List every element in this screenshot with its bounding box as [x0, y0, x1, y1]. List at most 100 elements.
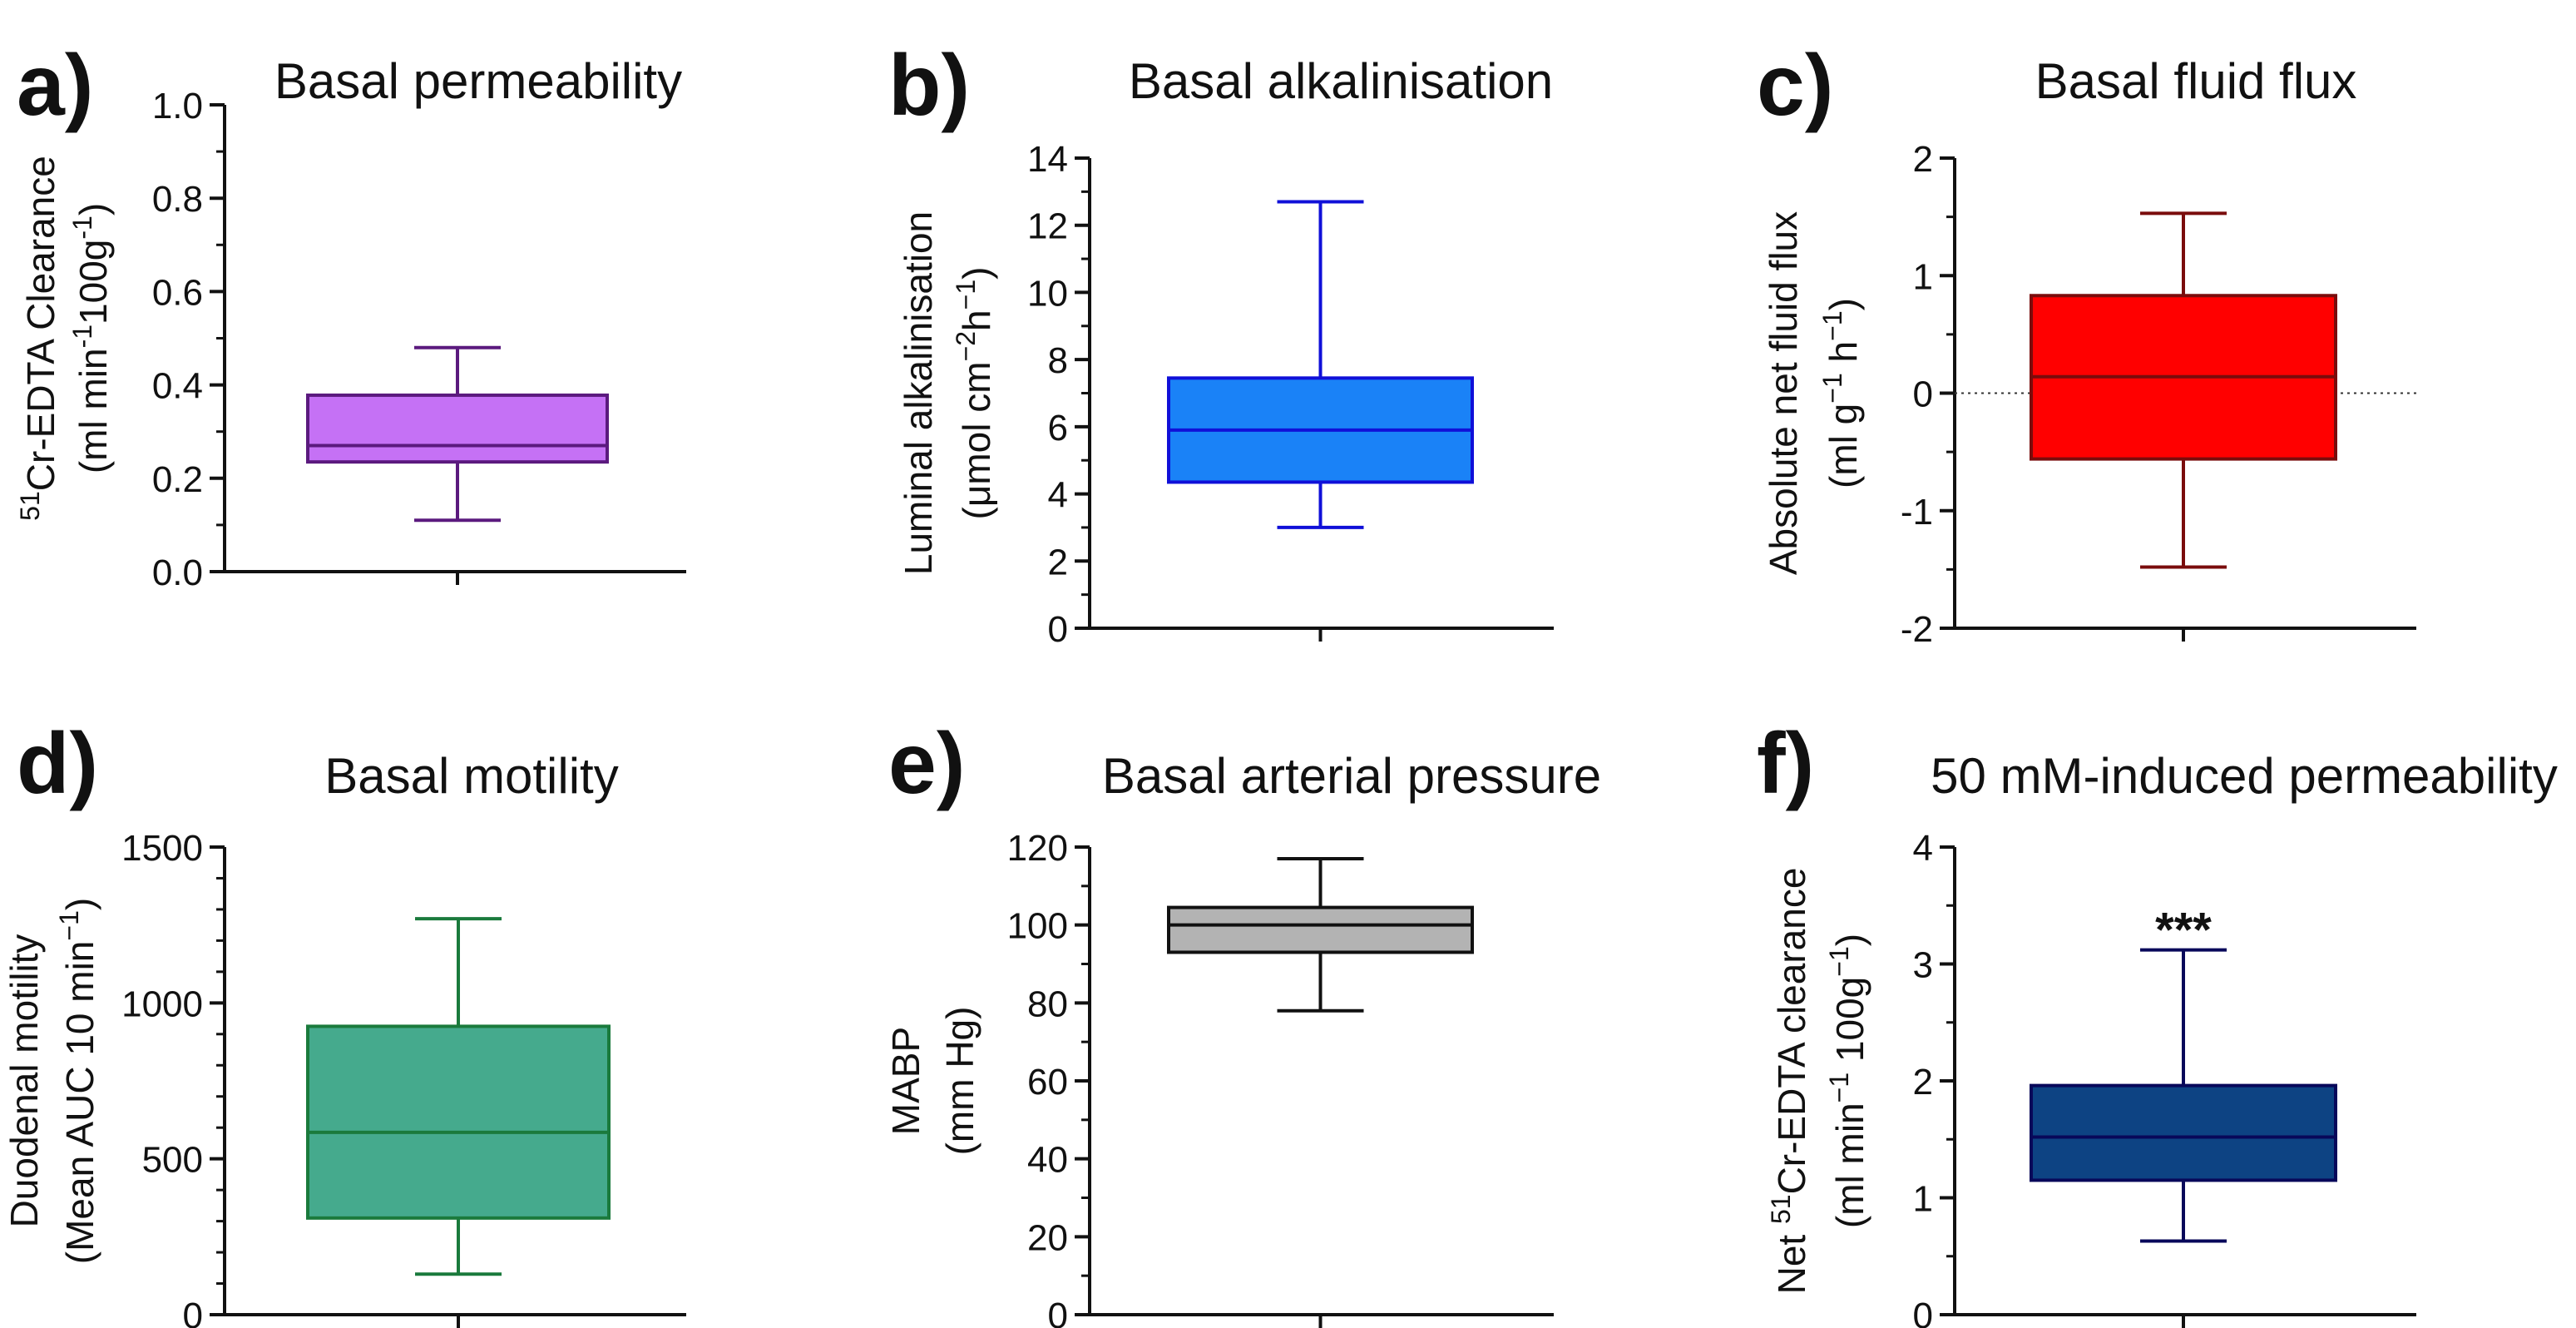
y-axis-label-text: Net [1770, 1224, 1813, 1294]
y-axis-label-line: (mm Hg) [938, 1007, 981, 1156]
y-tick-label: 0 [1048, 1296, 1068, 1328]
y-axis-label-text: ) [1828, 934, 1871, 946]
panel-label: b) [888, 37, 970, 134]
chart-panel-f: f) 50 mM-induced permeability 0 1 2 3 4 *** Net … [1757, 716, 2558, 1328]
y-axis-label-text: MABP [884, 1027, 927, 1135]
y-tick-label: 0 [1913, 1296, 1933, 1328]
y-axis-label-text: 100g [72, 240, 115, 325]
y-tick-label: 20 [1027, 1217, 1068, 1258]
y-tick-label: 60 [1027, 1062, 1068, 1103]
y-tick-label: 10 [1027, 273, 1068, 314]
panel-label: f) [1757, 716, 1814, 812]
y-axis-label-text: (ml g [1822, 404, 1865, 488]
y-axis-label-text: (mm Hg) [938, 1007, 981, 1156]
y-tick-label: 1000 [121, 984, 203, 1024]
y-axis-label-text: (ml min [1828, 1103, 1871, 1228]
y-axis-label-line: Absolute net fluid flux [1762, 211, 1805, 575]
y-tick-label: 0 [183, 1296, 203, 1328]
y-tick-label: 2 [1913, 139, 1933, 180]
y-tick-label: 1500 [121, 828, 203, 869]
y-axis-label-line: MABP [884, 1027, 927, 1135]
y-axis-label-text: (Mean AUC 10 min [58, 941, 101, 1265]
y-tick-label: 0.8 [152, 179, 203, 220]
y-tick-label: 1 [1913, 256, 1933, 297]
chart-title: Basal permeability [274, 53, 682, 109]
panel-label: e) [888, 716, 965, 812]
y-tick-label: 2 [1048, 542, 1068, 582]
y-tick-label: 14 [1027, 139, 1068, 180]
y-axis-label-superscript: -1 [67, 216, 97, 239]
chart-panel-c: c) Basal fluid flux -2 -1 0 1 2 Absolute net fl… [1757, 37, 2416, 650]
y-tick-label: 1 [1913, 1179, 1933, 1220]
chart-title: Basal arterial pressure [1102, 748, 1601, 804]
y-tick-label: 120 [1007, 828, 1068, 869]
chart-panel-b: b) Basal alkalinisation 0 2 4 6 8 10 12 14 Luminal… [888, 37, 1554, 650]
y-tick-label: 0.0 [152, 553, 203, 593]
y-tick-label: 500 [142, 1140, 203, 1181]
y-axis-label-superscript: −1 [54, 910, 84, 940]
y-axis-label-superscript: 51 [1766, 1194, 1796, 1224]
chart-title: Basal alkalinisation [1129, 53, 1553, 109]
y-tick-label: 100 [1007, 906, 1068, 947]
y-tick-label: 0.4 [152, 366, 203, 407]
y-axis-label-superscript: 51 [15, 491, 45, 521]
y-axis-label-text: h [1822, 341, 1865, 373]
panel-label: d) [17, 716, 98, 812]
y-axis-label-line: (μmol cm−2h−1) [951, 267, 998, 520]
iqr-box [306, 393, 609, 464]
y-axis-label-superscript: −2 [951, 331, 981, 361]
y-tick-label: 1.0 [152, 86, 203, 126]
y-tick-label: 4 [1913, 828, 1933, 869]
y-axis-label-text: ) [72, 203, 115, 216]
chart-title: Basal motility [324, 748, 618, 804]
y-axis-label-text: Duodenal motility [2, 934, 46, 1228]
y-tick-label: 40 [1027, 1140, 1068, 1181]
y-tick-label: 12 [1027, 206, 1068, 247]
iqr-box [306, 1024, 611, 1220]
y-axis-label-text: (ml min [72, 348, 115, 473]
y-axis-label-line: (ml min-1100g-1) [67, 203, 115, 473]
y-tick-label: -1 [1901, 492, 1933, 533]
y-tick-label: 0 [1913, 374, 1933, 415]
y-tick-label: 0.6 [152, 272, 203, 313]
y-tick-label: 3 [1913, 945, 1933, 986]
y-axis-label-text: ) [58, 898, 101, 910]
y-axis-label-text: h [955, 310, 998, 331]
y-axis-label-text: (μmol cm [955, 361, 998, 519]
y-axis-label-line: (ml min−1 100g−1) [1824, 934, 1871, 1228]
y-axis-label-superscript: −1 [951, 280, 981, 310]
y-axis-label-line: Duodenal motility [2, 934, 46, 1228]
significance-annotation: *** [2155, 904, 2212, 958]
y-tick-label: 2 [1913, 1062, 1933, 1103]
iqr-box [2030, 1083, 2337, 1182]
chart-title: Basal fluid flux [2035, 53, 2357, 109]
y-axis-label-line: 51Cr-EDTA Clearance [15, 156, 62, 521]
y-tick-label: 6 [1048, 408, 1068, 448]
iqr-box [1167, 905, 1474, 954]
y-axis-label-superscript: −1 [1824, 1073, 1854, 1103]
chart-panel-d: d) Basal motility 0 500 1000 1500 Duodenal mot… [2, 716, 686, 1328]
chart-title: 50 mM-induced permeability [1931, 748, 2558, 804]
y-axis-label-text: Cr-EDTA Clearance [19, 156, 62, 491]
y-axis-label-line: Net 51Cr-EDTA clearance [1766, 868, 1813, 1295]
y-axis-label-line: (ml g−1 h−1) [1817, 298, 1865, 488]
y-tick-label: 0 [1048, 609, 1068, 650]
panel-label: a) [17, 37, 93, 134]
y-axis-label-superscript: −1 [1824, 946, 1854, 976]
panel-label: c) [1757, 37, 1833, 134]
y-tick-label: 8 [1048, 340, 1068, 381]
y-axis-label-superscript: −1 [1817, 310, 1847, 340]
y-axis-label-text: 100g [1828, 977, 1871, 1073]
y-axis-label-text: ) [1822, 298, 1865, 310]
y-axis-label-text: Luminal alkalinisation [897, 211, 940, 575]
y-tick-label: 4 [1048, 475, 1068, 516]
y-tick-label: -2 [1901, 609, 1933, 650]
y-axis-label-line: (Mean AUC 10 min−1) [54, 898, 101, 1264]
chart-panel-e: e) Basal arterial pressure 0 20 40 60 80 100 120… [884, 716, 1601, 1328]
y-axis-label-text: ) [955, 267, 998, 280]
y-tick-label: 0.2 [152, 459, 203, 500]
y-tick-label: 80 [1027, 984, 1068, 1024]
chart-panel-a: a) Basal permeability 0.0 0.2 0.4 0.6 0.8 1.0 51… [15, 37, 686, 593]
y-axis-label-superscript: −1 [1817, 373, 1847, 403]
